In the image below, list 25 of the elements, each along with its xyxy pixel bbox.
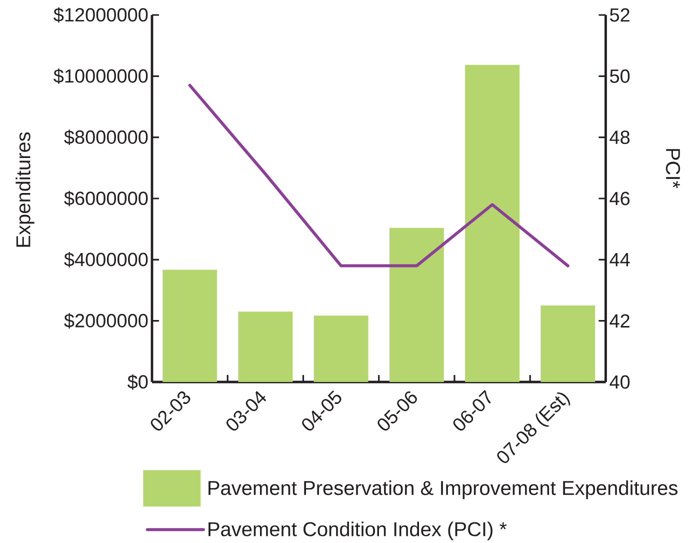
y2-tick-label: 52 (610, 8, 630, 22)
bar (162, 270, 218, 382)
y2-tick-label: 40 (610, 375, 630, 389)
y2-tick-label: 42 (610, 314, 630, 328)
bar (465, 64, 520, 382)
y-tick-label: $6000000 (64, 190, 148, 206)
y-tick-label: $12000000 (54, 7, 148, 23)
y-tick-label: $4000000 (64, 252, 148, 268)
bar (540, 306, 596, 382)
bar (238, 312, 293, 382)
bar (389, 228, 444, 382)
y-tick-label: $2000000 (64, 313, 148, 329)
bar (314, 316, 368, 382)
legend-label: Pavement Preservation & Improvement Expenditures (208, 480, 678, 500)
y-tick-label: $8000000 (64, 130, 148, 146)
y2-tick-label: 46 (610, 192, 630, 206)
y-axis-title: Expenditures (16, 132, 34, 247)
y-tick-label: $0 (128, 374, 148, 390)
y2-tick-label: 50 (610, 69, 630, 83)
y-tick-label: $10000000 (54, 68, 148, 84)
y2-axis-title: PCI* (666, 149, 680, 188)
y2-tick-label: 48 (610, 130, 630, 144)
line-series (188, 84, 570, 268)
legend-label: Pavement Condition Index (PCI) * (208, 522, 507, 540)
y2-tick-label: 44 (610, 253, 630, 266)
